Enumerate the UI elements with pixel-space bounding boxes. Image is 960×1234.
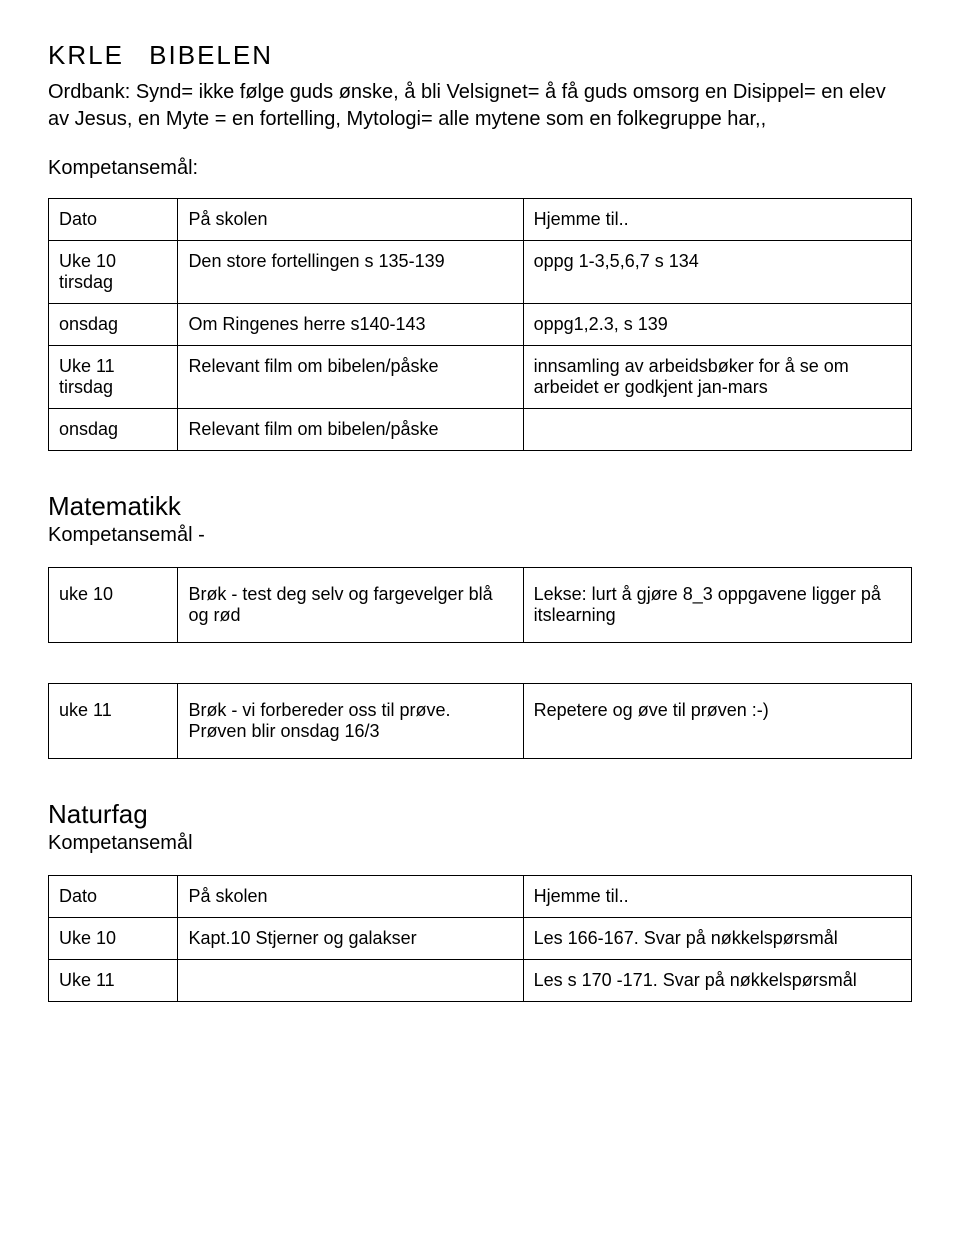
natur-cell bbox=[178, 960, 523, 1002]
krle-cell: innsamling av arbeidsbøker for å se om a… bbox=[523, 346, 911, 409]
krle-cell: Relevant film om bibelen/påske bbox=[178, 409, 523, 451]
krle-cell bbox=[523, 409, 911, 451]
krle-cell: Uke 10 tirsdag bbox=[49, 241, 178, 304]
math-cell: uke 10 bbox=[49, 568, 178, 643]
math-cell: Brøk - vi forbereder oss til prøve. Prøv… bbox=[178, 684, 523, 759]
krle-cell: Om Ringenes herre s140-143 bbox=[178, 304, 523, 346]
math-cell: Repetere og øve til prøven :-) bbox=[523, 684, 911, 759]
krle-kompetansemal-label: Kompetansemål: bbox=[48, 157, 912, 180]
krle-table: Dato På skolen Hjemme til.. Uke 10 tirsd… bbox=[48, 198, 912, 451]
natur-table: Dato På skolen Hjemme til.. Uke 10 Kapt.… bbox=[48, 875, 912, 1002]
krle-cell: Den store fortellingen s 135-139 bbox=[178, 241, 523, 304]
math-sub: Kompetansemål - bbox=[48, 524, 912, 547]
krle-cell: onsdag bbox=[49, 409, 178, 451]
natur-cell: Uke 10 bbox=[49, 918, 178, 960]
math-table-1: uke 10 Brøk - test deg selv og fargevelg… bbox=[48, 567, 912, 643]
math-cell: Lekse: lurt å gjøre 8_3 oppgavene ligger… bbox=[523, 568, 911, 643]
math-table-2: uke 11 Brøk - vi forbereder oss til prøv… bbox=[48, 683, 912, 759]
math-cell: uke 11 bbox=[49, 684, 178, 759]
natur-cell: Kapt.10 Stjerner og galakser bbox=[178, 918, 523, 960]
natur-cell: Les 166-167. Svar på nøkkelspørsmål bbox=[523, 918, 911, 960]
krle-title-part1: KRLE bbox=[48, 40, 124, 70]
natur-header-hjemme: Hjemme til.. bbox=[523, 876, 911, 918]
table-row: Uke 11 Les s 170 -171. Svar på nøkkelspø… bbox=[49, 960, 912, 1002]
krle-cell: Relevant film om bibelen/påske bbox=[178, 346, 523, 409]
table-row: Uke 10 Kapt.10 Stjerner og galakser Les … bbox=[49, 918, 912, 960]
krle-paragraph: Ordbank: Synd= ikke følge guds ønske, å … bbox=[48, 79, 912, 133]
table-row: Dato På skolen Hjemme til.. bbox=[49, 199, 912, 241]
krle-cell: Uke 11 tirsdag bbox=[49, 346, 178, 409]
krle-cell: oppg 1-3,5,6,7 s 134 bbox=[523, 241, 911, 304]
math-cell: Brøk - test deg selv og fargevelger blå … bbox=[178, 568, 523, 643]
table-row: onsdag Om Ringenes herre s140-143 oppg1,… bbox=[49, 304, 912, 346]
table-row: Uke 10 tirsdag Den store fortellingen s … bbox=[49, 241, 912, 304]
natur-header-dato: Dato bbox=[49, 876, 178, 918]
krle-title-part2: BIBELEN bbox=[149, 40, 273, 70]
krle-header-dato: Dato bbox=[49, 199, 178, 241]
krle-header-hjemme: Hjemme til.. bbox=[523, 199, 911, 241]
natur-header-paskolen: På skolen bbox=[178, 876, 523, 918]
natur-sub: Kompetansemål bbox=[48, 832, 912, 855]
table-row: Dato På skolen Hjemme til.. bbox=[49, 876, 912, 918]
krle-header-paskolen: På skolen bbox=[178, 199, 523, 241]
krle-cell: onsdag bbox=[49, 304, 178, 346]
table-row: uke 10 Brøk - test deg selv og fargevelg… bbox=[49, 568, 912, 643]
natur-cell: Uke 11 bbox=[49, 960, 178, 1002]
table-row: uke 11 Brøk - vi forbereder oss til prøv… bbox=[49, 684, 912, 759]
table-row: onsdag Relevant film om bibelen/påske bbox=[49, 409, 912, 451]
natur-heading: Naturfag bbox=[48, 799, 912, 830]
natur-cell: Les s 170 -171. Svar på nøkkelspørsmål bbox=[523, 960, 911, 1002]
math-heading: Matematikk bbox=[48, 491, 912, 522]
krle-title: KRLE BIBELEN bbox=[48, 40, 912, 71]
table-row: Uke 11 tirsdag Relevant film om bibelen/… bbox=[49, 346, 912, 409]
krle-cell: oppg1,2.3, s 139 bbox=[523, 304, 911, 346]
